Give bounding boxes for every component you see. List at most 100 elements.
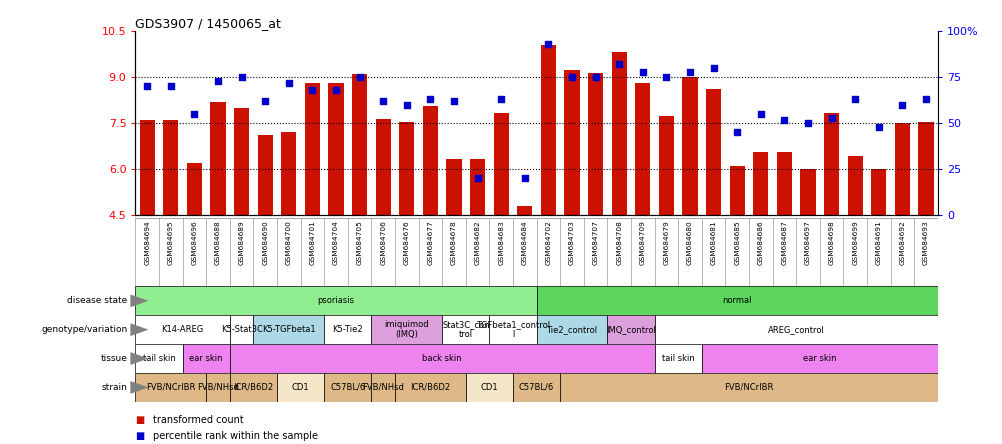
Text: GSM684676: GSM684676 <box>404 220 410 265</box>
Bar <box>206 373 229 402</box>
Text: ■: ■ <box>135 431 144 441</box>
Point <box>422 96 438 103</box>
Point <box>610 61 626 68</box>
Text: GSM684702: GSM684702 <box>545 220 551 265</box>
Text: transformed count: transformed count <box>153 415 243 424</box>
Point <box>681 68 697 75</box>
Bar <box>607 315 654 344</box>
Bar <box>536 315 607 344</box>
Bar <box>446 159 461 215</box>
Point <box>375 98 391 105</box>
Text: tail skin: tail skin <box>142 354 175 363</box>
Bar <box>324 315 371 344</box>
Point <box>753 111 769 118</box>
Bar <box>611 52 626 215</box>
Text: GSM684703: GSM684703 <box>568 220 574 265</box>
Text: GSM684688: GSM684688 <box>214 220 220 265</box>
Text: GSM684695: GSM684695 <box>167 220 173 265</box>
Bar <box>277 373 324 402</box>
Bar <box>536 286 937 315</box>
Point <box>186 111 202 118</box>
Bar <box>371 373 395 402</box>
Text: GSM684679: GSM684679 <box>662 220 668 265</box>
Point <box>469 175 485 182</box>
Bar <box>254 315 324 344</box>
Text: ear skin: ear skin <box>189 354 222 363</box>
Bar <box>324 373 371 402</box>
Bar <box>182 344 229 373</box>
Text: genotype/variation: genotype/variation <box>41 325 127 334</box>
Text: GSM684687: GSM684687 <box>781 220 787 265</box>
Point <box>657 74 673 81</box>
Bar <box>163 120 178 215</box>
Text: GSM684704: GSM684704 <box>333 220 339 265</box>
Bar <box>371 315 442 344</box>
Bar <box>681 76 697 215</box>
Text: ICR/B6D2: ICR/B6D2 <box>233 383 274 392</box>
Point <box>281 79 297 86</box>
Bar <box>258 135 273 215</box>
Text: GSM684705: GSM684705 <box>357 220 363 265</box>
Text: GSM684706: GSM684706 <box>380 220 386 265</box>
Text: back skin: back skin <box>422 354 462 363</box>
Bar <box>512 373 560 402</box>
Bar <box>135 373 206 402</box>
Bar <box>135 286 536 315</box>
Bar <box>465 373 512 402</box>
Bar <box>395 373 465 402</box>
Text: psoriasis: psoriasis <box>318 296 354 305</box>
Text: GSM684689: GSM684689 <box>238 220 244 265</box>
Text: GSM684691: GSM684691 <box>875 220 881 265</box>
Text: tissue: tissue <box>100 354 127 363</box>
Point <box>233 74 249 81</box>
Text: GSM684681: GSM684681 <box>709 220 715 265</box>
Point <box>540 40 556 48</box>
Bar <box>634 83 650 215</box>
Bar <box>210 102 225 215</box>
Text: strain: strain <box>101 383 127 392</box>
Polygon shape <box>130 381 148 394</box>
Text: imiquimod
(IMQ): imiquimod (IMQ) <box>384 320 429 339</box>
Text: GSM684709: GSM684709 <box>639 220 645 265</box>
Text: FVB/NHsd: FVB/NHsd <box>362 383 404 392</box>
Point <box>257 98 273 105</box>
Text: IMQ_control: IMQ_control <box>605 325 655 334</box>
Text: GSM684677: GSM684677 <box>427 220 433 265</box>
Bar <box>823 113 839 215</box>
Bar <box>701 344 937 373</box>
Bar <box>399 122 414 215</box>
Bar <box>328 83 344 215</box>
Text: K5-TGFbeta1: K5-TGFbeta1 <box>262 325 316 334</box>
Text: GSM684707: GSM684707 <box>592 220 598 265</box>
Point <box>847 96 863 103</box>
Polygon shape <box>130 294 148 307</box>
Bar <box>281 132 297 215</box>
Bar <box>564 71 579 215</box>
Bar <box>776 152 792 215</box>
Bar <box>493 113 508 215</box>
Bar <box>229 344 654 373</box>
Bar <box>894 123 909 215</box>
Text: disease state: disease state <box>67 296 127 305</box>
Point <box>162 83 178 90</box>
Text: tail skin: tail skin <box>661 354 694 363</box>
Point <box>870 123 886 131</box>
Point <box>704 64 720 71</box>
Bar <box>847 156 862 215</box>
Bar <box>654 315 937 344</box>
Text: AREG_control: AREG_control <box>767 325 824 334</box>
Point <box>352 74 368 81</box>
Text: GSM684684: GSM684684 <box>521 220 527 265</box>
Text: GSM684696: GSM684696 <box>191 220 197 265</box>
Bar <box>375 119 391 215</box>
Text: ICR/B6D2: ICR/B6D2 <box>410 383 450 392</box>
Bar <box>186 163 201 215</box>
Point <box>516 175 532 182</box>
Bar <box>654 344 701 373</box>
Text: GSM684690: GSM684690 <box>262 220 268 265</box>
Text: K5-Tie2: K5-Tie2 <box>332 325 363 334</box>
Bar <box>422 106 438 215</box>
Point <box>304 87 320 94</box>
Text: GDS3907 / 1450065_at: GDS3907 / 1450065_at <box>135 17 281 30</box>
Text: GSM684698: GSM684698 <box>828 220 834 265</box>
